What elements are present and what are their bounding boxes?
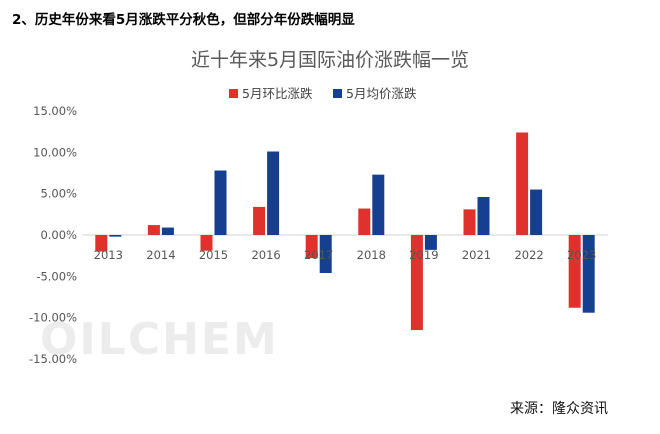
- bar-2018-series1: [358, 208, 371, 235]
- bar-2021-series2: [477, 196, 490, 235]
- y-tick-label: 15.00%: [33, 104, 77, 118]
- source-label: 来源：隆众资讯: [510, 401, 608, 417]
- bar-2019-series2: [424, 235, 437, 250]
- bar-2017-series2: [319, 235, 332, 274]
- legend-swatch-1: [229, 89, 238, 98]
- watermark: OILCHEM: [40, 314, 279, 365]
- y-tick-label: 0.00%: [40, 228, 77, 242]
- bar-2014-series2: [161, 227, 174, 235]
- section-heading: 2、历史年份来看5月涨跌平分秋色，但部分年份跌幅明显: [12, 12, 355, 28]
- bar-2022-series1: [516, 132, 529, 235]
- x-tick-label: 2016: [251, 248, 280, 262]
- x-tick-label: 2019: [409, 248, 438, 262]
- chart-container: 近十年来5月国际油价涨跌幅一览 5月环比涨跌 5月均价涨跌 OILCHEM 15.00%…: [0, 32, 660, 392]
- bar-2015-series1: [200, 235, 213, 251]
- bar-2021-series1: [463, 209, 476, 235]
- x-tick-label: 2013: [94, 248, 123, 262]
- bar-2013-series1: [95, 235, 108, 252]
- x-tick-label: 2021: [462, 248, 491, 262]
- y-tick-label: 10.00%: [33, 145, 77, 159]
- x-tick-label: 2014: [146, 248, 175, 262]
- bar-2023-series1: [568, 235, 581, 308]
- bar-chart: 近十年来5月国际油价涨跌幅一览 5月环比涨跌 5月均价涨跌 OILCHEM 15.00%…: [29, 49, 608, 366]
- y-tick-label: -10.00%: [29, 311, 77, 325]
- legend-swatch-2: [333, 89, 342, 98]
- bar-2013-series2: [109, 235, 122, 237]
- x-tick-label: 2022: [514, 248, 543, 262]
- y-tick-label: 5.00%: [40, 187, 77, 201]
- y-tick-label: -5.00%: [36, 269, 77, 283]
- bar-2019-series1: [410, 235, 423, 331]
- bar-2018-series2: [372, 174, 385, 235]
- legend-label-2: 5月均价涨跌: [346, 86, 417, 101]
- x-tick-label: 2023: [567, 248, 596, 262]
- bar-2016-series1: [253, 206, 266, 235]
- bar-2023-series2: [582, 235, 595, 313]
- legend-label-1: 5月环比涨跌: [242, 86, 313, 101]
- bar-2022-series2: [530, 189, 543, 235]
- x-tick-label: 2018: [357, 248, 386, 262]
- x-tick-label: 2017: [304, 248, 333, 262]
- chart-title: 近十年来5月国际油价涨跌幅一览: [191, 49, 469, 71]
- bar-2016-series2: [267, 151, 280, 235]
- bar-2017-series1: [305, 235, 318, 259]
- bar-2015-series2: [214, 170, 227, 235]
- y-tick-label: -15.00%: [29, 352, 77, 366]
- x-tick-label: 2015: [199, 248, 228, 262]
- bar-2014-series1: [147, 225, 160, 235]
